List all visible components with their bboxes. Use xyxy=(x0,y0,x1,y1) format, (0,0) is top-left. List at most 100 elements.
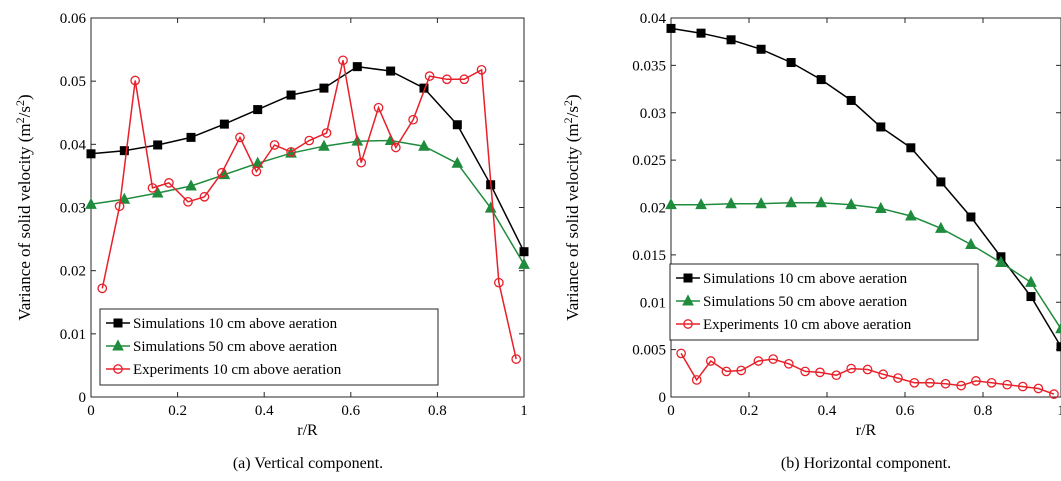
x-tick-label: 0 xyxy=(87,403,95,419)
legend-entry: Experiments 10 cm above aeration xyxy=(133,362,342,378)
legend: Simulations 10 cm above aeration Simulati… xyxy=(669,263,979,341)
data-point xyxy=(1026,292,1036,302)
data-point xyxy=(783,358,794,369)
data-point xyxy=(878,369,889,380)
x-tick-label: 0.8 xyxy=(428,403,447,419)
data-point xyxy=(1033,383,1044,394)
data-point xyxy=(906,143,916,153)
y-tick-label: 0.02 xyxy=(60,264,86,280)
data-point xyxy=(755,197,767,209)
data-point xyxy=(995,255,1007,267)
data-point xyxy=(986,377,997,388)
data-point xyxy=(286,90,296,100)
data-point xyxy=(390,142,401,153)
data-point xyxy=(846,95,856,105)
y-axis-label-mid: /s xyxy=(563,106,582,117)
y-axis-label-main: Variance of solid velocity (m xyxy=(563,123,582,320)
y-axis-label-end: ) xyxy=(563,94,582,100)
data-point xyxy=(965,237,977,249)
y-tick-label: 0.02 xyxy=(640,201,666,217)
data-point xyxy=(219,119,229,129)
legend-marker xyxy=(113,364,123,374)
series-group xyxy=(85,55,530,364)
data-point xyxy=(874,201,887,213)
y-tick-label: 0.01 xyxy=(640,295,666,311)
data-point xyxy=(85,197,97,209)
data-point xyxy=(235,132,245,143)
data-point xyxy=(691,375,702,385)
data-point xyxy=(876,122,886,132)
data-point xyxy=(893,373,903,383)
panel-caption: (b) Horizontal component. xyxy=(781,455,951,472)
data-point xyxy=(518,257,530,269)
series-group xyxy=(665,23,1061,400)
x-tick-label: 0.6 xyxy=(341,403,360,419)
data-point xyxy=(736,365,747,376)
data-point xyxy=(666,23,676,33)
data-point xyxy=(408,114,419,125)
data-point xyxy=(459,74,470,85)
data-point xyxy=(321,128,332,138)
data-point xyxy=(153,140,163,150)
data-point xyxy=(130,75,141,86)
data-point xyxy=(768,354,779,364)
y-axis-label-sup: 2 xyxy=(561,100,575,106)
y-tick-label: 0.005 xyxy=(632,343,666,359)
y-tick-label: 0 xyxy=(659,390,667,406)
y-tick-label: 0.03 xyxy=(640,106,666,122)
data-point xyxy=(185,179,197,191)
y-axis-label-sup: 2 xyxy=(561,117,575,123)
y-axis-label-mid: /s xyxy=(15,106,34,117)
data-point xyxy=(753,356,764,366)
x-tick-label: 1 xyxy=(520,403,528,419)
data-point xyxy=(676,348,686,359)
data-point xyxy=(785,196,797,208)
data-point xyxy=(721,366,732,377)
legend-box xyxy=(669,263,979,341)
data-point xyxy=(519,247,529,257)
data-point xyxy=(418,139,430,151)
data-point xyxy=(216,167,227,178)
series-line xyxy=(90,65,525,253)
data-point xyxy=(319,83,329,93)
data-point xyxy=(966,212,976,222)
data-point xyxy=(831,370,842,381)
data-point xyxy=(726,35,736,45)
legend-entry: Simulations 10 cm above aeration xyxy=(703,271,908,287)
y-tick-label: 0.06 xyxy=(60,11,87,27)
series-line xyxy=(90,139,525,265)
data-point xyxy=(451,156,464,168)
data-point xyxy=(199,191,210,202)
data-point xyxy=(97,283,108,294)
data-point xyxy=(815,196,827,208)
y-axis-label-sup: 2 xyxy=(13,117,27,123)
data-point xyxy=(936,177,946,187)
x-axis-label: r/R xyxy=(856,422,877,439)
legend: Simulations 10 cm above aeration Simulati… xyxy=(99,308,439,386)
data-point xyxy=(424,71,435,81)
legend-entry: Simulations 10 cm above aeration xyxy=(133,316,338,332)
data-point xyxy=(338,55,348,66)
data-point xyxy=(253,105,263,115)
y-axis-label-end: ) xyxy=(15,94,34,100)
data-point xyxy=(845,198,858,210)
data-point xyxy=(151,186,164,198)
data-point xyxy=(356,157,367,168)
x-tick-label: 0.2 xyxy=(168,403,187,419)
x-tick-label: 0 xyxy=(667,403,675,419)
y-tick-label: 0.03 xyxy=(60,201,86,217)
data-point xyxy=(705,356,716,366)
y-tick-label: 0.04 xyxy=(60,137,87,153)
legend-marker xyxy=(113,318,123,328)
y-axis-label-sup: 2 xyxy=(13,100,27,106)
data-point xyxy=(442,74,452,85)
legend-entry: Experiments 10 cm above aeration xyxy=(703,317,912,333)
y-tick-label: 0.05 xyxy=(60,74,86,90)
x-tick-label: 0.4 xyxy=(818,403,837,419)
data-point xyxy=(269,140,280,150)
legend-entry: Simulations 50 cm above aeration xyxy=(703,294,908,310)
x-tick-label: 0.8 xyxy=(974,403,993,419)
data-point xyxy=(494,277,504,288)
legend-marker xyxy=(112,339,124,351)
legend-box xyxy=(99,308,439,386)
